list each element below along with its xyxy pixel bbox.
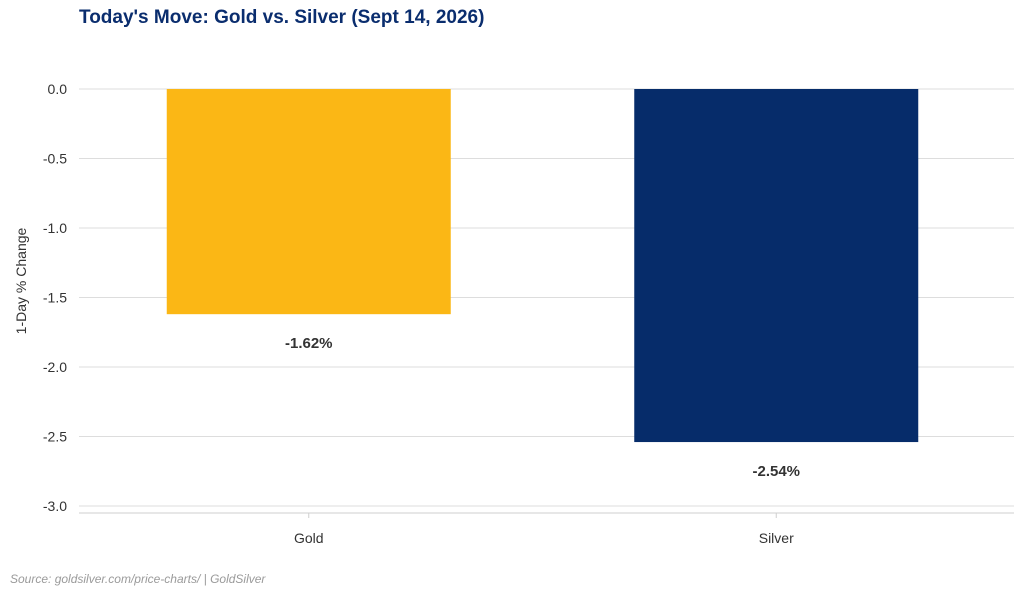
data-label-silver: -2.54% — [752, 463, 800, 480]
data-label-gold: -1.62% — [285, 335, 333, 352]
x-axis: Gold Silver — [79, 512, 1014, 546]
y-tick-labels: 0.0 -0.5 -1.0 -1.5 -2.0 -2.5 -3.0 — [43, 81, 67, 514]
bars — [166, 89, 919, 443]
chart-title: Today's Move: Gold vs. Silver (Sept 14, … — [79, 7, 485, 28]
y-tick-label: -2.5 — [43, 429, 67, 445]
source-note: Source: goldsilver.com/price-charts/ | G… — [10, 572, 266, 586]
y-tick-label: -3.0 — [43, 498, 67, 514]
y-tick-label: 0.0 — [48, 81, 68, 97]
x-tick-label: Silver — [759, 530, 794, 546]
y-tick-label: -2.0 — [43, 359, 67, 375]
y-tick-label: -1.0 — [43, 220, 67, 236]
data-labels: -1.62% -2.54% — [285, 335, 800, 480]
x-tick-label: Gold — [294, 530, 324, 546]
bar-silver — [634, 89, 919, 443]
y-tick-label: -0.5 — [43, 151, 67, 167]
bar-gold — [166, 89, 451, 315]
y-axis-label: 1-Day % Change — [13, 227, 29, 334]
y-tick-label: -1.5 — [43, 290, 67, 306]
